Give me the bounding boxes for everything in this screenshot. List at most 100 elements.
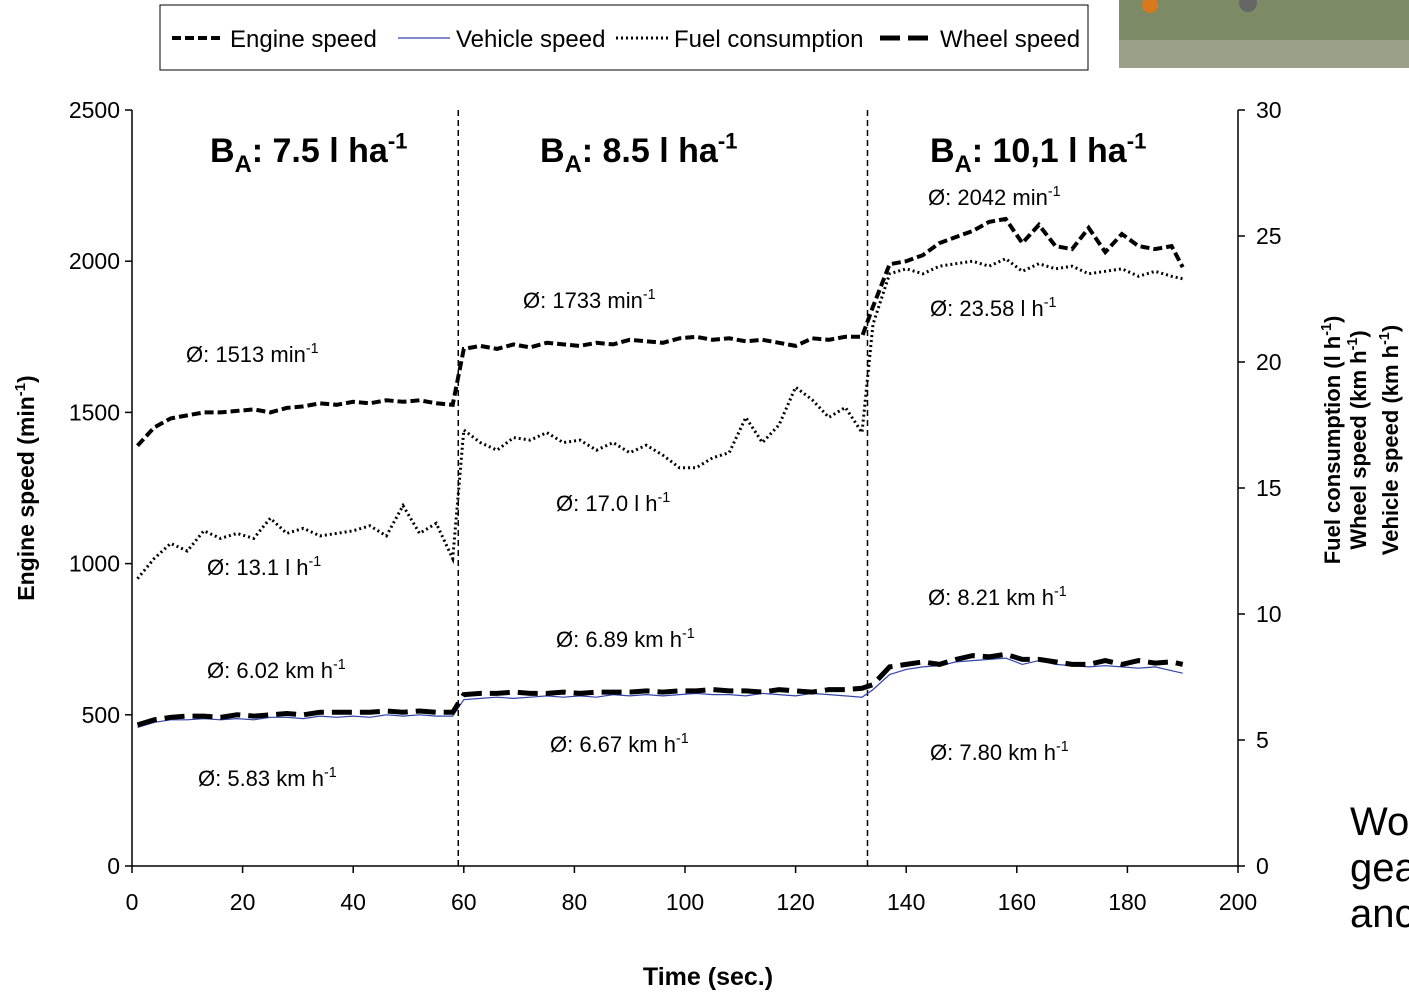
y2-tick-label: 5 [1256,727,1269,753]
y-tick-label: 1500 [69,399,120,425]
y2-axis-title-part: Vehicle speed (km h [1378,345,1403,555]
x-axis-title: Time (sec.) [643,963,773,991]
y2-axis-title-part: -1 [1377,332,1393,345]
annotation-part: Ø: 7.80 km h [930,740,1056,765]
annotation-part: -1 [1048,184,1061,200]
annotation-part: : 10,1 l ha [972,132,1128,170]
annotation-part: Ø: 1513 min [186,342,306,367]
annotation-part: -1 [333,657,346,673]
y2-axis-title-part: ) [1378,325,1403,332]
x-tick-label: 200 [1219,889,1257,915]
x-tick-label: 60 [451,889,477,915]
y-axis-title-part: Engine speed (min [13,396,39,600]
annotation-part: B [540,132,565,170]
annotation-part: -1 [306,341,319,357]
annotation: Ø: 23.58 l h-1 [930,295,1057,321]
photo-detail [1239,0,1257,12]
annotation-part: B [930,132,955,170]
y-axis-title-part: -1 [12,383,29,396]
annotation-part: Ø: 6.67 km h [550,732,676,757]
annotation: BA: 10,1 l ha-1 [930,128,1146,178]
legend-label: Fuel consumption [674,26,863,53]
y2-tick-label: 25 [1256,223,1282,249]
x-tick-label: 40 [340,889,366,915]
y2-axis-title-part: ) [1346,330,1371,337]
annotation-part: -1 [1056,739,1069,755]
y2-tick-label: 10 [1256,601,1282,627]
side-text: gea [1350,846,1409,890]
annotation: BA: 7.5 l ha-1 [210,128,407,178]
annotation: Ø: 6.89 km h-1 [556,626,695,652]
y2-axis-title: Vehicle speed (km h-1) [1377,325,1403,555]
y2-axis-title-part: -1 [1319,323,1335,336]
y-axis-title: Engine speed (min-1) [12,375,39,600]
y-axis-title-part: ) [13,375,39,383]
side-text: anc [1350,892,1409,936]
annotation: Ø: 8.21 km h-1 [928,584,1067,610]
y2-tick-label: 30 [1256,97,1282,123]
annotation-part: -1 [309,554,322,570]
y-tick-label: 0 [107,853,120,879]
annotation-part: -1 [388,128,408,153]
annotation-part: Ø: 17.0 l h [556,491,658,516]
y2-axis-title-part: Wheel speed (km h [1346,350,1371,549]
annotation-part: -1 [1127,128,1147,153]
annotation-part: -1 [1044,295,1057,311]
annotation: Ø: 7.80 km h-1 [930,739,1069,765]
series-line [137,657,1183,728]
x-tick-label: 80 [562,889,588,915]
annotation-part: Ø: 5.83 km h [198,766,324,791]
y2-axis-title: Wheel speed (km h-1) [1345,330,1371,549]
annotation-part: -1 [718,128,738,153]
annotation-part: -1 [643,287,656,303]
y2-axis-title-part: Fuel consumption (l h [1320,336,1345,565]
annotation-part: -1 [324,765,337,781]
annotation-part: Ø: 23.58 l h [930,296,1044,321]
annotation-part: Ø: 2042 min [928,185,1048,210]
annotation-part: A [235,151,252,178]
y2-tick-label: 20 [1256,349,1282,375]
series-line [136,216,1185,448]
y2-axis-title-part: ) [1320,316,1345,323]
x-tick-label: 180 [1108,889,1146,915]
annotation: BA: 8.5 l ha-1 [540,128,737,178]
legend-label: Wheel speed [940,26,1080,53]
x-tick-label: 160 [998,889,1036,915]
x-tick-label: 0 [126,889,139,915]
y2-tick-label: 0 [1256,853,1269,879]
y-tick-label: 2500 [69,97,120,123]
y2-tick-label: 15 [1256,475,1282,501]
annotation: Ø: 1733 min-1 [523,287,656,313]
x-tick-label: 20 [230,889,256,915]
y-tick-label: 1000 [69,551,120,577]
annotation-part: -1 [658,490,671,506]
y2-axis-title-part: -1 [1345,338,1361,351]
side-text: Wo [1350,800,1409,844]
y2-axis-title: Fuel consumption (l h-1) [1319,316,1345,565]
legend [159,4,1089,71]
annotation-part: -1 [1054,584,1067,600]
annotation: Ø: 17.0 l h-1 [556,490,670,516]
annotation: Ø: 13.1 l h-1 [207,554,321,580]
series-line [136,256,1184,580]
annotation-part: A [565,151,582,178]
annotation-part: : 7.5 l ha [252,132,389,170]
annotation-part: Ø: 1733 min [523,288,643,313]
legend-label: Vehicle speed [456,26,605,53]
photo-ground [1119,40,1409,68]
annotation: Ø: 2042 min-1 [928,184,1061,210]
x-axis-title-part: Time (sec.) [643,963,773,991]
annotation-part: Ø: 8.21 km h [928,585,1054,610]
series-line [136,651,1184,728]
y-tick-label: 2000 [69,248,120,274]
annotation-part: B [210,132,235,170]
annotation-part: -1 [682,626,695,642]
annotation: Ø: 6.02 km h-1 [207,657,346,683]
annotation: Ø: 5.83 km h-1 [198,765,337,791]
photo-detail [1142,0,1158,13]
x-tick-label: 100 [666,889,704,915]
annotation-part: -1 [676,731,689,747]
annotation-part: A [955,151,972,178]
annotation-part: : 8.5 l ha [582,132,719,170]
